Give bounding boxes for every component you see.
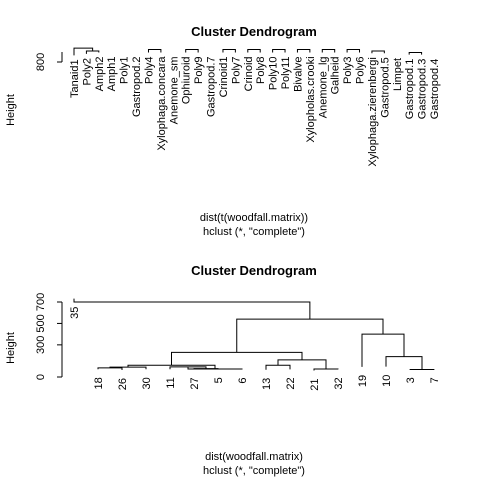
dendrogram-link — [385, 356, 423, 370]
leaf-label: Poly10 — [268, 56, 280, 90]
leaf-label: 11 — [165, 377, 177, 388]
dendrogram-link — [85, 50, 100, 54]
leaf-label: Tanaid1 — [69, 59, 81, 98]
top-y-tick-label-800: 800 — [35, 53, 47, 71]
bottom-leaf-labels: 35 18 26 30 11 27 5 6 13 22 21 32 19 10 3 7 — [69, 307, 441, 391]
top-leaf-labels: Tanaid1 Poly2 Amph2 Amph1 Poly1 Gastropod.2 Po… — [69, 56, 441, 167]
y-tick-label: 0 — [35, 374, 47, 380]
leaf-label: 7 — [429, 377, 441, 383]
leaf-label: 5 — [213, 377, 225, 383]
leaf-label: Poly11 — [280, 56, 292, 89]
top-x-axis-label: dist(t(woodfall.matrix)) — [200, 212, 308, 224]
y-tick-label: 300 — [35, 336, 47, 354]
y-tick-label: 700 — [35, 293, 47, 311]
leaf-label: 3 — [405, 377, 417, 383]
leaf-label: Gastropod.2 — [131, 56, 143, 117]
leaf-label: Poly4 — [143, 56, 155, 84]
leaf-label: Anemone_sm — [168, 56, 180, 124]
leaf-label: 19 — [357, 375, 369, 387]
leaf-label: Poly7 — [230, 56, 242, 84]
dendrogram-link — [247, 49, 261, 53]
leaf-label: 22 — [285, 377, 297, 389]
top-chart-title: Cluster Dendrogram — [191, 24, 317, 39]
leaf-label: Poly6 — [355, 56, 367, 84]
dendrogram-link — [265, 364, 291, 370]
leaf-label: Anemone_lg — [317, 56, 329, 118]
dendrogram-link — [313, 368, 339, 371]
dendrogram-link — [97, 367, 123, 371]
leaf-label: 32 — [333, 377, 345, 389]
dendrogram-link — [321, 49, 336, 53]
dendrogram-link — [73, 298, 311, 320]
leaf-label: 30 — [141, 377, 153, 389]
leaf-label: 18 — [93, 377, 105, 389]
leaf-label: Crinoid1 — [218, 56, 230, 97]
y-tick-label: 500 — [35, 314, 47, 332]
leaf-label: Poly9 — [193, 56, 205, 84]
dendrogram-link — [169, 366, 207, 370]
bottom-chart-title: Cluster Dendrogram — [191, 263, 317, 278]
dendrogram-link — [171, 351, 303, 366]
dendrogram-link — [408, 51, 423, 55]
leaf-label: Gastropod.7 — [206, 56, 218, 117]
leaf-label: Limpet — [392, 58, 404, 91]
leaf-label: Xylophaga.zierenbergi — [367, 57, 379, 166]
top-dendrogram-links — [73, 47, 423, 56]
leaf-label: 6 — [237, 378, 249, 384]
dendrogram-link — [236, 318, 384, 353]
leaf-label: 35 — [69, 307, 81, 319]
leaf-label: Poly1 — [119, 56, 131, 84]
leaf-label: Xylopholas.crooki — [305, 56, 317, 142]
leaf-label: 27 — [189, 377, 201, 389]
dendrogram-link — [361, 333, 405, 367]
leaf-label: 21 — [309, 378, 321, 390]
leaf-label: Gastropod.1 — [404, 59, 416, 120]
dendrogram-link — [147, 49, 162, 53]
dendrogram-link — [109, 366, 147, 370]
leaf-label: Galheid — [330, 56, 342, 94]
leaf-label: 13 — [261, 378, 273, 390]
dendrogram-link — [73, 47, 94, 56]
leaf-label: Ophiuroid — [181, 56, 193, 104]
leaf-label: Gastropod.4 — [429, 59, 441, 120]
leaf-label: 10 — [381, 375, 393, 387]
dendrogram-link — [277, 359, 327, 369]
top-y-axis-label: Height — [5, 94, 17, 126]
leaf-label: Poly8 — [255, 56, 267, 84]
dendrogram-link — [296, 49, 311, 53]
bottom-x-axis-label: dist(woodfall.matrix) — [205, 451, 303, 463]
leaf-label: 26 — [117, 378, 129, 390]
dendrogram-link — [371, 50, 385, 54]
dendrogram-link — [222, 49, 236, 53]
leaf-label: Poly3 — [342, 56, 354, 84]
leaf-label: Bivalve — [292, 56, 304, 91]
dendrogram-link — [346, 49, 361, 53]
bottom-y-axis-label: Height — [5, 332, 17, 364]
bottom-y-axis: 0 300 500 700 — [35, 293, 63, 380]
leaf-label: Amph1 — [106, 56, 118, 91]
leaf-label: Poly2 — [81, 58, 93, 86]
top-dendrogram-panel: Cluster Dendrogram Tanaid1 Poly2 Amph2 Amph… — [5, 24, 441, 238]
leaf-label: Amph2 — [94, 56, 106, 91]
bottom-dendrogram-links — [73, 298, 435, 371]
dendrogram-link — [272, 49, 286, 53]
leaf-label: Gastropod.5 — [379, 57, 391, 118]
bottom-sub-label: hclust (*, "complete") — [203, 465, 305, 477]
dendrogram-link — [185, 49, 199, 53]
leaf-label: Gastropod.3 — [417, 59, 429, 120]
leaf-label: Crinoid — [243, 56, 255, 91]
leaf-label: Xylophaga.concara — [156, 56, 168, 151]
top-sub-label: hclust (*, "complete") — [203, 226, 305, 238]
